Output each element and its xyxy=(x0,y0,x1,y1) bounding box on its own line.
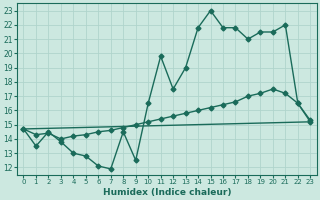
X-axis label: Humidex (Indice chaleur): Humidex (Indice chaleur) xyxy=(103,188,231,197)
